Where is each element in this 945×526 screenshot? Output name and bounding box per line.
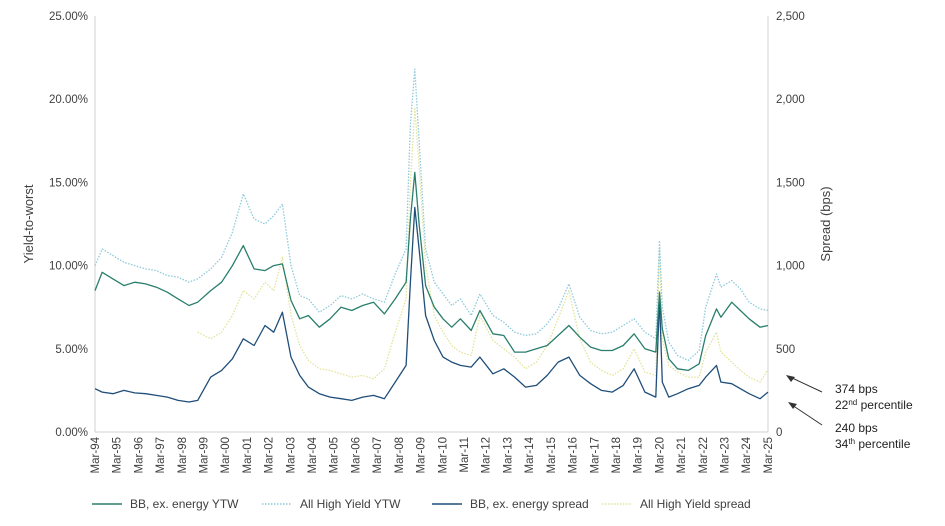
x-tick-label: Mar-17 <box>589 437 601 473</box>
annotation-arrow-2 <box>791 404 823 426</box>
y-tick-label-right: 2,000 <box>776 94 805 106</box>
x-tick-label: Mar-21 <box>676 437 688 473</box>
annotation-2: 240 bps 34th percentile <box>788 402 911 451</box>
y-tick-label-left: 15.00% <box>49 177 88 189</box>
x-tick-label: Mar-02 <box>264 437 276 473</box>
y-axis-title-left: Yield-to-worst <box>21 184 36 263</box>
x-tick-label: Mar-16 <box>568 437 580 473</box>
legend-label: BB, ex. energy YTW <box>130 497 239 511</box>
annotation-2-percentile: 34th percentile <box>835 437 911 451</box>
legend-label: BB, ex. energy spread <box>470 497 589 511</box>
x-tick-label: Mar-09 <box>416 437 428 473</box>
y-tick-label-left: 25.00% <box>49 11 88 23</box>
x-tick-label: Mar-98 <box>177 437 189 473</box>
x-tick-label: Mar-23 <box>720 437 732 473</box>
series-line-bb-ex-energy-spread <box>94 206 769 403</box>
x-tick-label: Mar-18 <box>611 437 623 473</box>
x-tick-label: Mar-04 <box>307 436 319 473</box>
annotation-2-value: 240 bps <box>835 421 878 435</box>
x-tick-label: Mar-15 <box>546 437 558 473</box>
x-tick-label: Mar-97 <box>155 437 167 473</box>
x-tick-label: Mar-99 <box>199 437 211 473</box>
legend-label: All High Yield spread <box>640 497 751 511</box>
x-tick-label: Mar-11 <box>459 437 471 473</box>
y-tick-label-right: 1,500 <box>776 177 805 189</box>
legend-label: All High Yield YTW <box>300 497 401 511</box>
x-tick-label: Mar-03 <box>285 437 297 473</box>
y-tick-label-left: 5.00% <box>55 344 88 356</box>
y-axis-title-right: Spread (bps) <box>818 186 833 261</box>
x-tick-label: Mar-10 <box>437 437 449 473</box>
annotation-arrowhead-2 <box>788 402 797 409</box>
y-tick-label-left: 20.00% <box>49 94 88 106</box>
series-group <box>94 68 769 403</box>
x-tick-label: Mar-96 <box>133 437 145 473</box>
x-tick-label: Mar-13 <box>502 437 514 473</box>
x-tick-label: Mar-19 <box>633 437 645 473</box>
y-tick-labels-right: 0 500 1,000 1,500 2,000 2,500 <box>776 11 805 439</box>
x-tick-label: Mar-94 <box>90 436 102 473</box>
annotation-1: 374 bps 22nd percentile <box>786 375 913 412</box>
x-tick-label: Mar-24 <box>741 436 753 473</box>
annotation-1-percentile: 22nd percentile <box>835 398 913 412</box>
legend: BB, ex. energy YTW All High Yield YTW BB, … <box>92 497 751 511</box>
x-tick-label: Mar-14 <box>524 436 536 473</box>
annotation-1-value: 374 bps <box>835 382 878 396</box>
x-tick-label: Mar-20 <box>654 437 666 473</box>
y-tick-label-right: 2,500 <box>776 11 805 23</box>
y-tick-label-right: 1,000 <box>776 261 805 273</box>
x-tick-label: Mar-95 <box>112 437 124 473</box>
y-tick-label-right: 0 <box>776 427 782 439</box>
series-line-bb-ex-energy-ytw <box>94 171 769 372</box>
x-tick-label: Mar-07 <box>372 437 384 473</box>
series-line-all-high-yield-ytw <box>94 68 769 362</box>
y-tick-label-left: 10.00% <box>49 261 88 273</box>
y-tick-label-left: 0.00% <box>55 427 88 439</box>
x-tick-label: Mar-06 <box>350 437 362 473</box>
y-tick-labels-left: 0.00% 5.00% 10.00% 15.00% 20.00% 25.00% <box>49 11 88 439</box>
x-tick-labels: Mar-94 Mar-95 Mar-96 Mar-97 Mar-98 Mar-99 Mar-… <box>90 436 775 473</box>
x-tick-label: Mar-25 <box>763 437 775 473</box>
x-tick-label: Mar-00 <box>220 437 232 473</box>
annotation-arrowhead-1 <box>786 375 795 382</box>
x-tick-label: Mar-05 <box>329 437 341 473</box>
x-tick-label: Mar-22 <box>698 437 710 473</box>
x-tick-label: Mar-08 <box>394 437 406 473</box>
series-line-all-high-yield-spread <box>197 106 769 383</box>
x-tick-label: Mar-12 <box>481 437 493 473</box>
x-tick-label: Mar-01 <box>242 437 254 473</box>
annotation-arrow-1 <box>789 376 823 393</box>
y-tick-label-right: 500 <box>776 344 795 356</box>
